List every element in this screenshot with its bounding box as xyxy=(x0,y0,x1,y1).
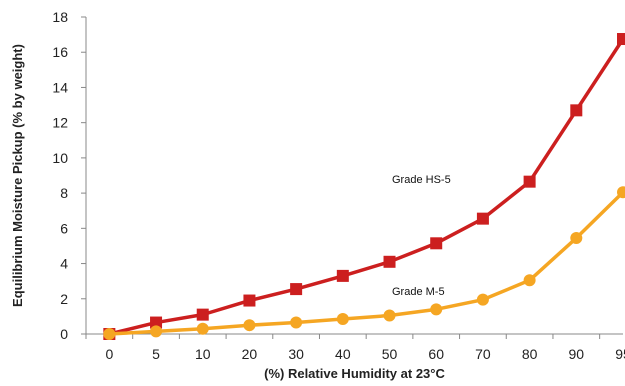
data-point xyxy=(336,269,349,282)
data-point xyxy=(430,237,443,250)
x-tick-label: 80 xyxy=(522,346,538,362)
x-tick-label: 30 xyxy=(288,346,304,362)
axes: 0 2 4 6 8 10 12 14 16 18 0 5 10 20 30 40 50 60 70 80 90 95 xyxy=(52,9,625,362)
x-tick-label: 40 xyxy=(335,346,351,362)
data-point xyxy=(523,175,536,188)
data-point xyxy=(290,283,303,296)
data-point xyxy=(196,308,209,321)
data-point xyxy=(103,328,116,340)
y-tick-label: 16 xyxy=(52,44,68,60)
y-axis-title: Equilibrium Moisture Pickup (% by weight… xyxy=(10,44,25,307)
x-tick-label: 95 xyxy=(615,346,625,362)
data-point xyxy=(383,309,396,322)
x-tick-label: 0 xyxy=(105,346,113,362)
data-point xyxy=(523,274,536,287)
y-tick-label: 8 xyxy=(60,185,68,201)
series-layer xyxy=(103,33,625,340)
series-label: Grade M-5 xyxy=(392,286,445,298)
x-tick-label: 70 xyxy=(475,346,491,362)
y-tick-label: 6 xyxy=(60,220,68,236)
data-point xyxy=(290,316,303,329)
y-tick-label: 12 xyxy=(52,115,68,131)
data-point xyxy=(430,303,443,316)
x-tick-label: 90 xyxy=(569,346,585,362)
series-label: Grade HS-5 xyxy=(392,174,451,186)
data-point xyxy=(150,325,163,338)
y-tick-label: 4 xyxy=(60,256,68,272)
series-labels: Grade HS-5 Grade M-5 xyxy=(392,174,451,298)
data-point xyxy=(476,293,489,306)
y-tick-label: 10 xyxy=(52,150,68,166)
y-tick-label: 2 xyxy=(60,291,68,307)
data-point xyxy=(383,255,396,268)
data-point xyxy=(570,104,583,117)
data-point xyxy=(617,33,625,46)
data-point xyxy=(336,313,349,326)
series-line xyxy=(108,38,625,336)
y-tick-label: 14 xyxy=(52,79,68,95)
y-tick-label: 18 xyxy=(52,9,68,25)
data-point xyxy=(150,316,163,329)
data-point xyxy=(243,294,256,307)
data-point xyxy=(196,322,209,335)
x-tick-label: 60 xyxy=(428,346,444,362)
x-axis-title: (%) Relative Humidity at 23°C xyxy=(264,366,445,381)
y-tick-label: 0 xyxy=(60,326,68,342)
x-tick-label: 5 xyxy=(152,346,160,362)
data-point xyxy=(476,212,489,225)
x-tick-label: 50 xyxy=(382,346,398,362)
series-line xyxy=(109,190,625,336)
series-grade-hs-5 xyxy=(103,33,625,340)
x-tick-label: 20 xyxy=(242,346,258,362)
data-point xyxy=(243,319,256,332)
data-point xyxy=(617,186,625,199)
data-point xyxy=(570,232,583,245)
x-tick-label: 10 xyxy=(195,346,211,362)
series-grade-m-5 xyxy=(103,186,625,340)
